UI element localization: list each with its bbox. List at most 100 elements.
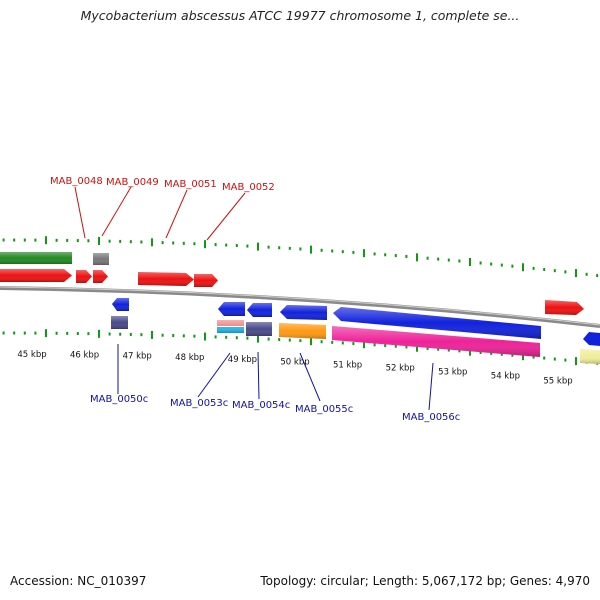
scale-tick <box>182 241 185 245</box>
scale-tick <box>55 238 58 242</box>
scale-tick <box>257 334 259 343</box>
scale-tick <box>426 256 429 260</box>
gene-label-mab-0055c[interactable]: MAB_0055c <box>295 404 353 415</box>
scale-tick <box>246 336 249 340</box>
scale-tick <box>267 245 270 249</box>
scale-tick <box>66 331 69 335</box>
gene-label-mab-0052[interactable]: MAB_0052 <box>222 182 275 193</box>
gene-label-mab-0051[interactable]: MAB_0051 <box>164 179 217 190</box>
gene-label-mab-0053c[interactable]: MAB_0053c <box>170 398 228 409</box>
scale-tick <box>310 245 312 254</box>
scale-tick <box>13 238 16 242</box>
scale-tick <box>129 240 132 244</box>
scale-tick <box>119 239 122 243</box>
gene-label-mab-0048[interactable]: MAB_0048 <box>50 176 103 187</box>
scale-tick <box>553 357 556 361</box>
scale-tick <box>108 332 111 336</box>
chromosome-backbone <box>0 286 600 328</box>
scale-tick <box>23 331 26 335</box>
scale-tick <box>384 253 387 257</box>
scale-tick <box>278 246 281 250</box>
scale-tick <box>394 344 397 348</box>
scale-tick <box>331 340 334 344</box>
scale-tick <box>331 249 334 253</box>
scale-tick <box>172 241 175 245</box>
forward-label-leaders <box>74 186 246 241</box>
scale-tick <box>447 258 450 262</box>
scale-tick <box>437 347 440 351</box>
scale-tick <box>193 334 196 338</box>
scale-tick <box>373 252 376 256</box>
scale-tick <box>76 332 79 336</box>
scale-tick <box>543 268 546 272</box>
scale-tick <box>214 335 217 339</box>
scale-tick <box>2 238 5 242</box>
scale-tick <box>596 274 599 278</box>
scale-tick <box>299 247 302 251</box>
scale-tick <box>405 345 408 349</box>
scale-tick <box>45 329 47 338</box>
scale-tick <box>140 240 143 244</box>
scale-tick <box>66 238 69 242</box>
scale-tick <box>204 240 206 249</box>
scale-tick <box>532 266 535 270</box>
scale-tick <box>490 351 493 355</box>
scale-tick <box>426 346 429 350</box>
scale-tick <box>320 340 323 344</box>
reverse-strand-genes <box>111 298 600 364</box>
kbp-label: 47 kbp <box>123 352 152 362</box>
kbp-label: 48 kbp <box>175 353 204 363</box>
scale-tick <box>522 352 524 361</box>
scale-tick <box>98 329 100 338</box>
gene-arrow-blue-far-right[interactable] <box>583 332 600 346</box>
scale-tick <box>352 250 355 254</box>
scale-tick <box>299 339 302 343</box>
gene-label-mab-0056c[interactable]: MAB_0056c <box>402 412 460 423</box>
scale-tick <box>278 338 281 342</box>
scale-tick <box>161 333 164 337</box>
scale-tick <box>214 243 217 247</box>
scale-tick <box>204 332 206 341</box>
scale-tick <box>76 239 79 243</box>
scale-tick <box>246 244 249 248</box>
forward-tick-track <box>2 236 599 278</box>
scale-tick <box>55 331 58 335</box>
scale-tick <box>458 349 461 353</box>
scale-tick <box>87 332 90 336</box>
scale-tick <box>479 351 482 355</box>
scale-tick <box>352 342 355 346</box>
gene-label-mab-0050c[interactable]: MAB_0050c <box>90 394 148 405</box>
scale-tick <box>363 340 365 349</box>
scale-tick <box>469 257 471 266</box>
gene-label-mab-0049[interactable]: MAB_0049 <box>106 177 159 188</box>
scale-tick <box>469 347 471 356</box>
scale-tick <box>87 239 90 243</box>
accession-label: Accession: NC_010397 <box>10 574 147 588</box>
scale-tick <box>108 239 111 243</box>
scale-tick <box>522 263 524 272</box>
map-title: Mycobacterium abscessus ATCC 19977 chrom… <box>80 8 520 23</box>
scale-tick <box>532 355 535 359</box>
genome-summary: Topology: circular; Length: 5,067,172 bp… <box>260 574 590 588</box>
scale-tick <box>437 257 440 261</box>
scale-tick <box>511 264 514 268</box>
scale-tick <box>575 357 577 366</box>
scale-tick <box>13 331 16 335</box>
gene-label-mab-0054c[interactable]: MAB_0054c <box>232 400 290 411</box>
scale-tick <box>257 242 259 251</box>
scale-tick <box>23 238 26 242</box>
scale-tick <box>225 243 228 247</box>
scale-tick <box>161 241 164 245</box>
scale-tick <box>405 254 408 258</box>
scale-tick <box>98 236 100 245</box>
reverse-tick-track <box>2 329 599 366</box>
scale-tick <box>235 244 238 248</box>
scale-tick <box>511 353 514 357</box>
scale-tick <box>151 330 153 339</box>
scale-tick <box>34 331 37 335</box>
scale-tick <box>151 238 153 247</box>
kbp-label: 49 kbp <box>228 355 257 365</box>
scale-tick <box>45 236 47 245</box>
scale-tick <box>384 344 387 348</box>
